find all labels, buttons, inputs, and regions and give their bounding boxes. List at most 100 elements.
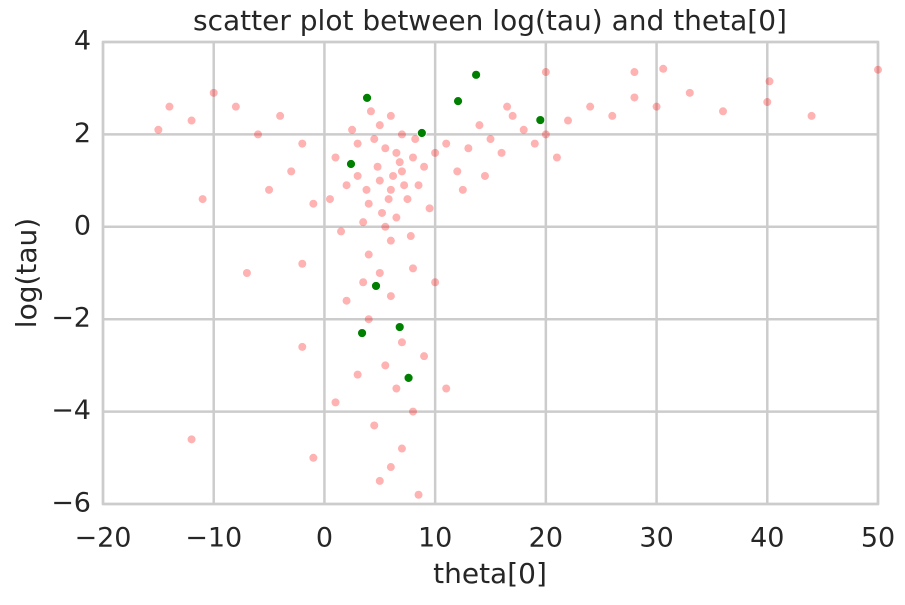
scatter-point — [389, 171, 398, 180]
scatter-point — [298, 342, 307, 351]
scatter-point — [386, 111, 395, 120]
scatter-point — [414, 490, 423, 499]
scatter-point — [371, 281, 381, 291]
scatter-point — [198, 195, 207, 204]
scatter-point — [659, 64, 668, 73]
scatter-point — [397, 167, 406, 176]
scatter-point — [254, 130, 262, 139]
scatter-point — [209, 88, 218, 97]
x-tick-label: 10 — [418, 523, 452, 554]
scatter-point — [453, 96, 463, 107]
scatter-point — [442, 384, 451, 393]
scatter-point — [397, 130, 406, 139]
scatter-point — [325, 195, 334, 204]
scatter-point — [508, 111, 517, 120]
scatter-point — [416, 128, 427, 138]
plot-frame — [101, 40, 880, 506]
scatter-point — [519, 125, 528, 134]
scatter-point — [409, 407, 417, 416]
scatter-point — [362, 93, 372, 103]
scatter-point — [353, 370, 362, 379]
scatter-point — [348, 125, 357, 134]
scatter-point — [353, 139, 362, 148]
y-tick-label: 4 — [74, 26, 91, 57]
scatter-point — [442, 139, 451, 148]
x-tick-label: 20 — [529, 523, 563, 554]
scatter-point — [763, 98, 772, 107]
scatter-point — [337, 227, 346, 236]
scatter-point — [530, 139, 539, 148]
scatter-point — [331, 398, 340, 407]
scatter-point — [406, 232, 415, 241]
scatter-point — [392, 213, 401, 222]
scatter-point — [309, 453, 318, 462]
scatter-point — [373, 162, 382, 171]
y-tick-label: −2 — [51, 303, 91, 334]
scatter-point — [375, 269, 384, 277]
scatter-point — [370, 135, 379, 144]
y-tick-label: −4 — [51, 395, 91, 426]
scatter-point — [464, 144, 473, 153]
scatter-point — [276, 111, 285, 120]
scatter-point — [364, 315, 373, 324]
scatter-point — [807, 111, 816, 120]
scatter-point — [397, 444, 406, 453]
chart-title: scatter plot between log(tau) and theta[… — [193, 4, 787, 37]
scatter-point — [386, 185, 395, 194]
scatter-point — [242, 269, 251, 277]
scatter-point — [366, 107, 375, 116]
scatter-point — [381, 222, 390, 231]
y-tick-label: 2 — [74, 118, 91, 149]
scatter-point — [298, 259, 307, 268]
scatter-point — [414, 181, 423, 190]
scatter-point — [541, 130, 550, 139]
x-tick-label: −10 — [185, 523, 242, 554]
scatter-point — [364, 199, 373, 208]
scatter-point — [370, 421, 379, 430]
y-tick-label: −6 — [51, 488, 91, 519]
scatter-point — [564, 116, 572, 125]
scatter-point — [384, 195, 393, 204]
scatter-point — [346, 159, 356, 169]
scatter-point — [420, 162, 429, 171]
scatter-point — [392, 148, 401, 157]
scatter-point — [400, 181, 409, 190]
scatter-point — [420, 352, 429, 361]
scatter-point — [375, 476, 384, 485]
x-tick-label: 30 — [639, 523, 673, 554]
scatter-point — [471, 69, 482, 80]
y-axis-label: log(tau) — [10, 218, 43, 328]
scatter-point — [359, 278, 368, 287]
scatter-point — [187, 435, 196, 444]
scatter-point — [362, 185, 371, 194]
scatter-point — [265, 185, 274, 194]
scatter-point — [231, 102, 240, 111]
scatter-point — [458, 185, 467, 194]
scatter-point — [431, 278, 440, 287]
x-tick-label: 0 — [316, 523, 333, 554]
scatter-point — [342, 181, 351, 190]
scatter-point — [357, 328, 367, 338]
scatter-point — [630, 93, 639, 102]
scatter-point — [475, 121, 484, 130]
scatter-point — [486, 135, 495, 144]
scatter-point — [480, 171, 489, 180]
x-tick-label: 50 — [861, 523, 895, 554]
scatter-point — [154, 125, 163, 134]
scatter-point — [298, 139, 307, 148]
x-tick-label: −20 — [75, 523, 132, 554]
scatter-point — [652, 102, 661, 111]
scatter-point — [386, 236, 395, 245]
scatter-point — [187, 116, 196, 125]
scatter-point — [630, 68, 639, 77]
scatter-point — [425, 204, 434, 213]
scatter-point — [685, 88, 694, 97]
scatter-point — [353, 171, 362, 180]
scatter-point — [375, 176, 384, 185]
scatter-point — [503, 102, 512, 111]
scatter-point — [165, 102, 174, 111]
scatter-point — [395, 158, 404, 167]
scatter-point — [386, 292, 395, 301]
scatter-point — [287, 167, 296, 176]
